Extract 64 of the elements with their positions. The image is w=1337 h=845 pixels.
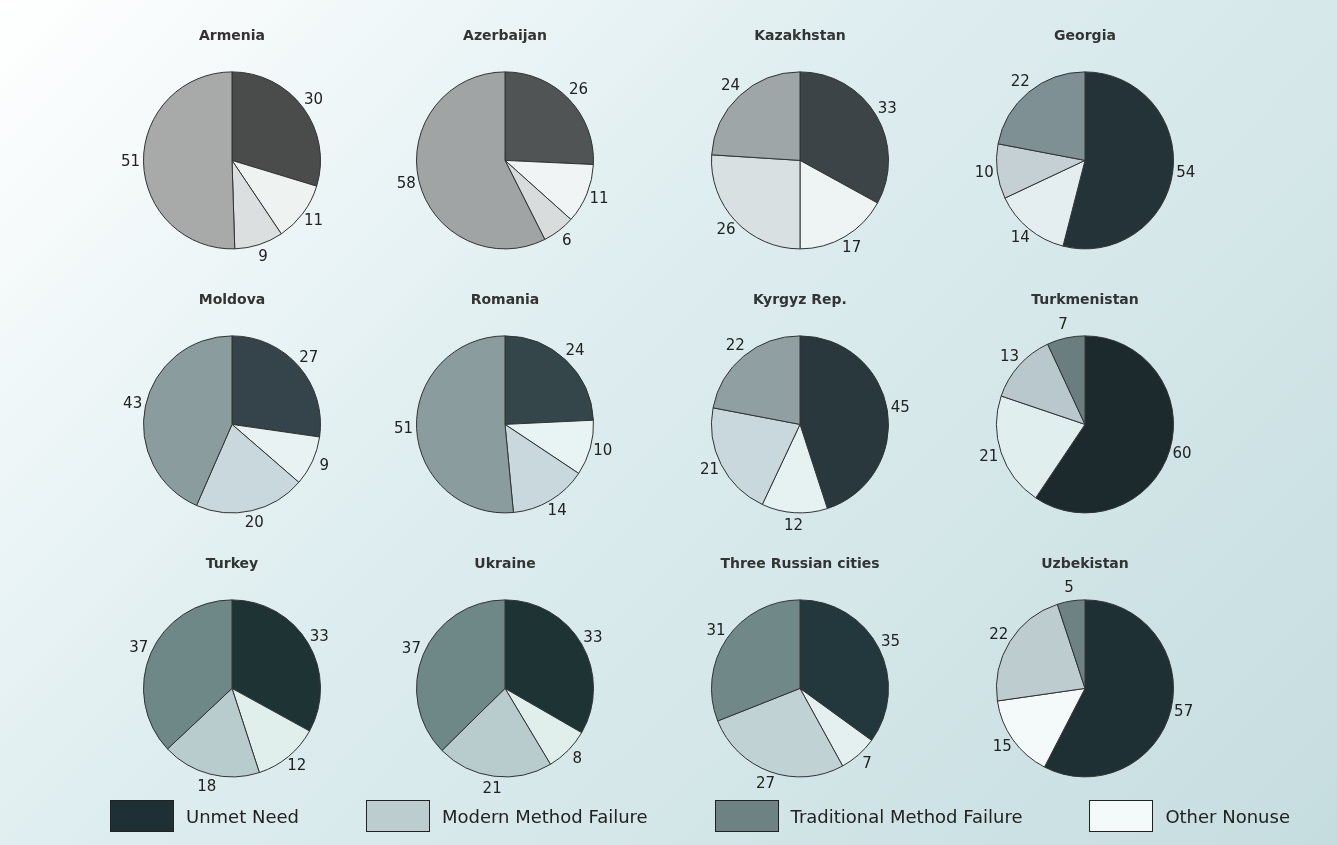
legend-label: Unmet Need [186,805,300,827]
data-label: 14 [547,501,567,520]
data-label: 7 [1058,315,1068,334]
chart-title: Turkmenistan [1031,291,1139,308]
data-label: 22 [725,336,745,355]
chart-title: Uzbekistan [1041,555,1129,572]
data-label: 10 [593,441,613,460]
legend-label: Traditional Method Failure [790,805,1023,827]
data-label: 31 [706,621,726,640]
data-label: 21 [482,778,502,797]
chart-title: Romania [470,291,540,308]
data-label: 20 [244,513,264,532]
chart-title: Moldova [198,291,266,308]
data-label: 8 [572,749,583,768]
data-label: 24 [565,340,585,359]
legend-label: Other Nonuse [1165,805,1290,827]
data-label: 43 [123,393,143,412]
data-label: 21 [979,446,999,465]
data-label: 10 [974,163,994,182]
data-label: 11 [589,188,609,207]
data-label: 33 [309,626,329,645]
data-label: 6 [561,230,572,249]
chart-title: Georgia [1054,27,1116,44]
data-label: 33 [877,98,897,117]
data-label: 60 [1172,443,1192,462]
data-label: 58 [396,173,416,192]
data-label: 14 [1010,228,1030,247]
data-label: 37 [401,639,421,658]
data-label: 45 [890,398,910,417]
data-label: 26 [568,80,588,99]
chart-title: Three Russian cities [720,555,880,572]
data-label: 24 [720,76,741,95]
data-label: 9 [258,246,268,265]
data-label: 51 [394,419,414,438]
data-label: 57 [1174,702,1194,721]
data-label: 11 [304,210,324,229]
data-label: 5 [1064,578,1074,597]
data-label: 12 [287,756,307,775]
data-label: 51 [120,151,141,170]
data-label: 15 [992,737,1012,756]
data-label: 9 [319,456,330,475]
chart-title: Ukraine [474,555,536,572]
chart-title: Azerbaijan [463,27,547,44]
chart-title: Turkey [205,555,259,572]
chart-title: Armenia [198,27,266,44]
data-label: 54 [1176,163,1196,182]
data-label: 30 [304,89,324,108]
chart-title: Kyrgyz Rep. [753,291,847,308]
data-label: 27 [756,773,776,792]
data-label: 33 [583,627,603,646]
data-label: 18 [197,776,217,795]
data-label: 22 [989,624,1009,643]
data-label: 26 [716,219,736,238]
data-label: 7 [862,754,872,773]
data-label: 17 [842,237,862,256]
chart-title: Kazakhstan [754,27,846,44]
data-label: 13 [999,346,1019,365]
legend-label: Modern Method Failure [441,805,648,827]
data-label: 27 [299,347,319,366]
data-label: 37 [129,637,149,656]
data-label: 12 [784,515,804,534]
data-label: 21 [700,460,720,479]
data-label: 35 [880,632,900,651]
data-label: 22 [1010,72,1030,91]
